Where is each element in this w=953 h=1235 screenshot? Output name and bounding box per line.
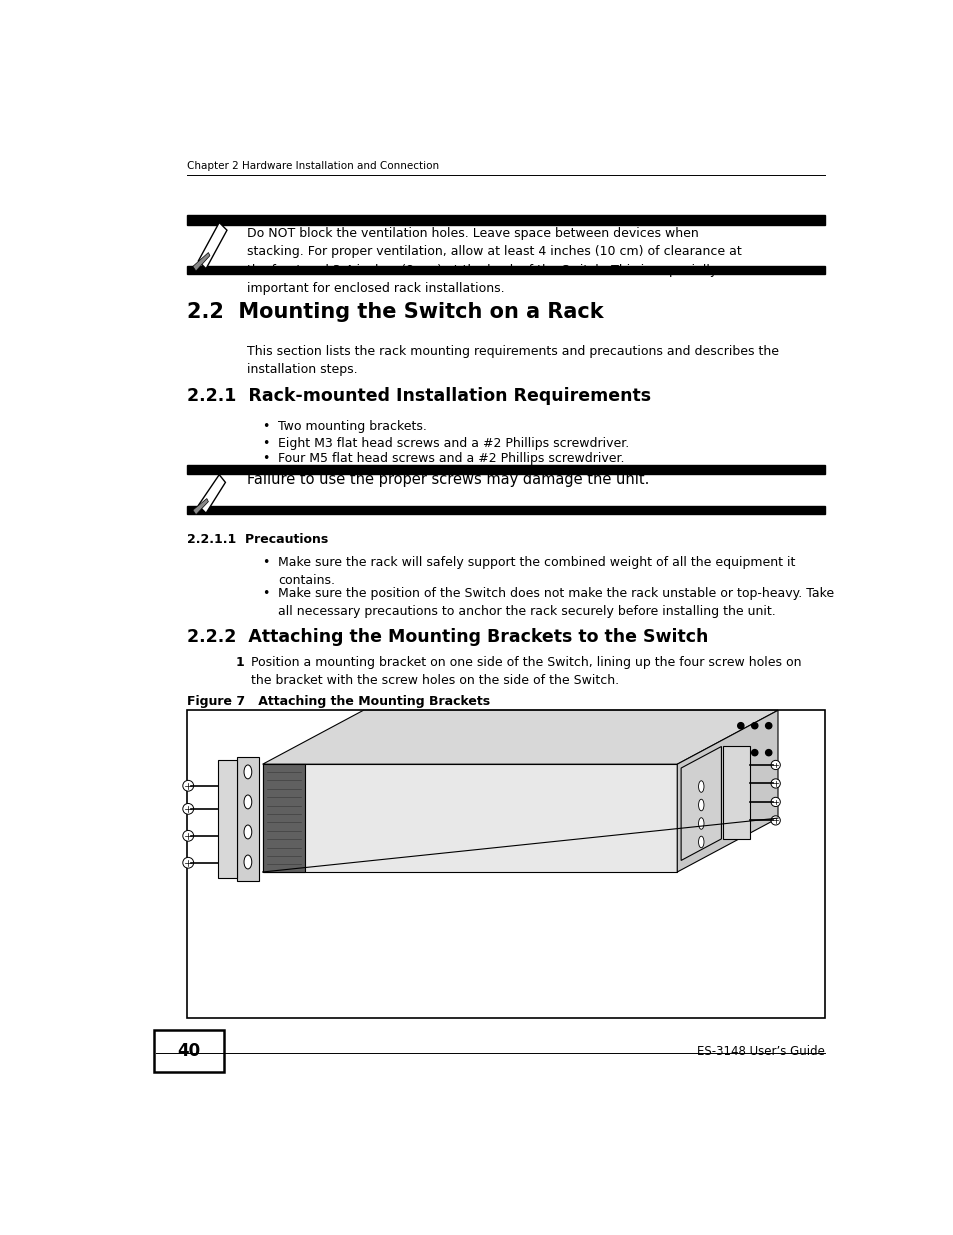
Ellipse shape	[698, 781, 703, 793]
Text: 2.2.2  Attaching the Mounting Brackets to the Switch: 2.2.2 Attaching the Mounting Brackets to…	[187, 627, 707, 646]
Circle shape	[770, 816, 780, 825]
Text: 2.2.1.1  Precautions: 2.2.1.1 Precautions	[187, 534, 328, 546]
Circle shape	[765, 750, 771, 756]
Ellipse shape	[244, 795, 252, 809]
Circle shape	[770, 779, 780, 788]
Text: 2.2  Mounting the Switch on a Rack: 2.2 Mounting the Switch on a Rack	[187, 303, 602, 322]
Bar	[154, 1030, 224, 1072]
Text: Failure to use the proper screws may damage the unit.: Failure to use the proper screws may dam…	[247, 472, 649, 488]
Text: 2.2.1  Rack-mounted Installation Requirements: 2.2.1 Rack-mounted Installation Requirem…	[187, 387, 650, 405]
Circle shape	[770, 761, 780, 769]
Polygon shape	[193, 252, 210, 270]
Text: Position a mounting bracket on one side of the Switch, lining up the four screw : Position a mounting bracket on one side …	[251, 656, 801, 688]
Polygon shape	[262, 764, 677, 872]
Ellipse shape	[698, 836, 703, 847]
Ellipse shape	[244, 825, 252, 839]
Polygon shape	[198, 222, 227, 269]
Polygon shape	[198, 474, 225, 514]
Bar	[187, 710, 823, 1019]
Circle shape	[751, 750, 757, 756]
Polygon shape	[680, 746, 720, 861]
Text: 40: 40	[177, 1042, 200, 1061]
Bar	[262, 764, 305, 872]
Text: 1: 1	[235, 656, 244, 669]
Polygon shape	[193, 499, 208, 515]
Text: This section lists the rack mounting requirements and precautions and describes : This section lists the rack mounting req…	[247, 345, 779, 375]
Text: Two mounting brackets.: Two mounting brackets.	[278, 420, 427, 433]
Circle shape	[770, 798, 780, 806]
Circle shape	[183, 804, 193, 814]
Circle shape	[737, 750, 743, 756]
Polygon shape	[262, 710, 778, 764]
Text: •: •	[262, 556, 270, 569]
Text: Chapter 2 Hardware Installation and Connection: Chapter 2 Hardware Installation and Conn…	[187, 162, 438, 172]
Bar	[187, 266, 823, 274]
Text: •: •	[262, 587, 270, 600]
Bar	[236, 757, 258, 882]
Text: •: •	[262, 452, 270, 466]
Ellipse shape	[244, 764, 252, 779]
Circle shape	[751, 722, 757, 729]
Bar	[187, 464, 823, 474]
Bar	[187, 215, 823, 225]
Bar	[217, 761, 236, 878]
Bar	[722, 746, 749, 839]
Circle shape	[183, 781, 193, 792]
Text: Make sure the position of the Switch does not make the rack unstable or top-heav: Make sure the position of the Switch doe…	[278, 587, 833, 618]
Text: •: •	[262, 420, 270, 433]
Bar	[187, 506, 823, 514]
Text: Figure 7   Attaching the Mounting Brackets: Figure 7 Attaching the Mounting Brackets	[187, 695, 489, 708]
Text: ES-3148 User’s Guide: ES-3148 User’s Guide	[696, 1045, 823, 1058]
Circle shape	[183, 830, 193, 841]
Ellipse shape	[698, 799, 703, 811]
Text: Do NOT block the ventilation holes. Leave space between devices when
stacking. F: Do NOT block the ventilation holes. Leav…	[247, 227, 741, 295]
Circle shape	[183, 857, 193, 868]
Text: Eight M3 flat head screws and a #2 Phillips screwdriver.: Eight M3 flat head screws and a #2 Phill…	[278, 437, 629, 450]
Ellipse shape	[244, 855, 252, 869]
Text: Four M5 flat head screws and a #2 Phillips screwdriver.: Four M5 flat head screws and a #2 Philli…	[278, 452, 624, 466]
Ellipse shape	[698, 818, 703, 829]
Circle shape	[737, 722, 743, 729]
Polygon shape	[677, 710, 778, 872]
Text: Make sure the rack will safely support the combined weight of all the equipment : Make sure the rack will safely support t…	[278, 556, 795, 588]
Text: •: •	[262, 437, 270, 450]
Circle shape	[765, 722, 771, 729]
